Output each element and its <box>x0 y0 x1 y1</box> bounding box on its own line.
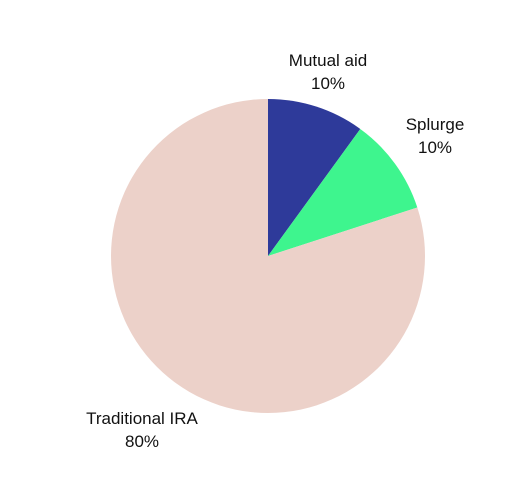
slice-value-label-mutual-aid: 10% <box>311 74 345 93</box>
pie-slice-mutual-aid <box>268 99 361 256</box>
pie-slice-splurge <box>268 128 418 256</box>
slice-label-splurge: Splurge <box>406 115 465 134</box>
slice-label-traditional-ira: Traditional IRA <box>86 409 198 428</box>
pie-slice-traditional-ira <box>111 99 426 413</box>
slice-value-label-splurge: 10% <box>418 138 452 157</box>
slice-label-mutual-aid: Mutual aid <box>289 51 367 70</box>
slice-value-label-traditional-ira: 80% <box>125 432 159 451</box>
